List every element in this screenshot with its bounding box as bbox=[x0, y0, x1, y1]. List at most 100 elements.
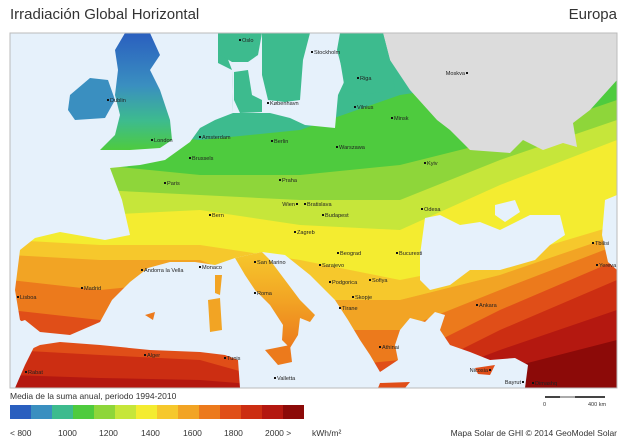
city-label: Roma bbox=[257, 291, 273, 297]
city-marker: Riga bbox=[357, 76, 372, 82]
city-marker: Sofiya bbox=[369, 278, 388, 284]
city-label: Brussels bbox=[192, 156, 214, 162]
city-label: Wien bbox=[282, 202, 295, 208]
sea-of-azov bbox=[495, 200, 520, 222]
city-dot bbox=[532, 382, 534, 384]
city-label: Bern bbox=[212, 213, 224, 219]
city-dot bbox=[311, 51, 313, 53]
city-dot bbox=[107, 99, 109, 101]
city-dot bbox=[322, 214, 324, 216]
city-label: Lisboa bbox=[20, 295, 37, 301]
city-dot bbox=[489, 369, 491, 371]
city-dot bbox=[329, 281, 331, 283]
city-label: London bbox=[154, 138, 173, 144]
city-marker: Tirane bbox=[339, 306, 358, 312]
city-label: Tbilisi bbox=[595, 241, 609, 247]
city-marker: Roma bbox=[254, 291, 273, 297]
city-dot bbox=[424, 162, 426, 164]
city-label: Dimashq bbox=[535, 381, 557, 387]
city-dot bbox=[466, 72, 468, 74]
city-marker: Tbilisi bbox=[592, 241, 609, 247]
legend-tick: 1800 bbox=[224, 428, 243, 438]
city-dot bbox=[274, 377, 276, 379]
legend-swatch bbox=[94, 405, 115, 419]
city-dot bbox=[596, 264, 598, 266]
region-label: Europa bbox=[568, 6, 617, 23]
legend-swatch bbox=[115, 405, 136, 419]
city-label: San Marino bbox=[257, 260, 286, 266]
city-marker: Bucuresti bbox=[396, 251, 422, 257]
city-label: Ankara bbox=[479, 303, 498, 309]
land-overlays bbox=[68, 33, 495, 388]
city-marker: Vilnius bbox=[354, 105, 374, 111]
map-body: Oslo Stockholm Riga Moskva Dublin København Vi… bbox=[10, 33, 617, 388]
credit: Mapa Solar de GHI © 2014 GeoModel Solar bbox=[450, 428, 617, 438]
italy bbox=[235, 252, 315, 348]
city-marker: Alger bbox=[144, 353, 160, 359]
city-dot bbox=[239, 39, 241, 41]
city-label: København bbox=[270, 101, 299, 107]
legend-swatch bbox=[10, 405, 31, 419]
city-label: Podgorica bbox=[332, 280, 358, 286]
city-label: Berlin bbox=[274, 139, 288, 145]
city-marker: Bern bbox=[209, 213, 224, 219]
city-marker: Athinai bbox=[379, 345, 399, 351]
city-label: Tirane bbox=[342, 306, 358, 312]
city-marker: Amsterdam bbox=[199, 135, 231, 141]
legend-tick: < 800 bbox=[10, 428, 32, 438]
legend-swatch bbox=[52, 405, 73, 419]
city-dot bbox=[199, 136, 201, 138]
city-marker: Rabat bbox=[25, 370, 43, 376]
city-dot bbox=[379, 346, 381, 348]
legend-swatch bbox=[199, 405, 220, 419]
city-marker: København bbox=[267, 101, 299, 107]
city-label: Paris bbox=[167, 181, 180, 187]
city-marker: Madrid bbox=[81, 286, 101, 292]
city-dot bbox=[17, 296, 19, 298]
denmark bbox=[234, 70, 262, 113]
city-label: Valletta bbox=[277, 376, 296, 382]
city-dot bbox=[357, 77, 359, 79]
city-label: Minsk bbox=[394, 116, 409, 122]
city-label: Riga bbox=[360, 76, 372, 82]
sweden bbox=[262, 33, 310, 102]
city-marker: Oslo bbox=[239, 38, 254, 44]
city-marker: Monaco bbox=[199, 265, 222, 271]
city-label: Tunis bbox=[227, 356, 241, 362]
no-data-land bbox=[383, 33, 617, 153]
city-label: Monaco bbox=[202, 265, 222, 271]
city-label: Amsterdam bbox=[202, 135, 231, 141]
city-marker: San Marino bbox=[254, 260, 286, 266]
city-marker: Ankara bbox=[476, 303, 498, 309]
city-marker: Bratislava bbox=[304, 202, 332, 208]
city-dot bbox=[391, 117, 393, 119]
ireland bbox=[68, 78, 115, 120]
city-marker: Bayrut bbox=[505, 380, 524, 386]
city-label: Madrid bbox=[84, 286, 101, 292]
legend-swatch bbox=[157, 405, 178, 419]
city-dot bbox=[354, 106, 356, 108]
city-marker: Moskva bbox=[446, 71, 468, 77]
city-dot bbox=[81, 287, 83, 289]
city-marker: Stockholm bbox=[311, 50, 340, 56]
city-marker: Dimashq bbox=[532, 381, 557, 387]
city-marker: Budapest bbox=[322, 213, 349, 219]
legend-swatch bbox=[283, 405, 304, 419]
city-dot bbox=[144, 354, 146, 356]
city-marker: Brussels bbox=[189, 156, 214, 162]
city-label: Zagreb bbox=[297, 230, 315, 236]
city-dot bbox=[25, 371, 27, 373]
city-dot bbox=[296, 203, 298, 205]
city-dot bbox=[319, 264, 321, 266]
legend-tick: 1600 bbox=[183, 428, 202, 438]
city-dot bbox=[141, 269, 143, 271]
city-dot bbox=[352, 296, 354, 298]
great-britain bbox=[100, 33, 172, 150]
city-label: Sofiya bbox=[372, 278, 388, 284]
legend-swatch bbox=[136, 405, 157, 419]
city-label: Andorra la Vella bbox=[144, 268, 184, 274]
city-marker: Nicosia bbox=[470, 368, 491, 374]
map-title: Irradiación Global Horizontal bbox=[10, 6, 200, 23]
city-marker: Yerevan bbox=[596, 263, 617, 269]
